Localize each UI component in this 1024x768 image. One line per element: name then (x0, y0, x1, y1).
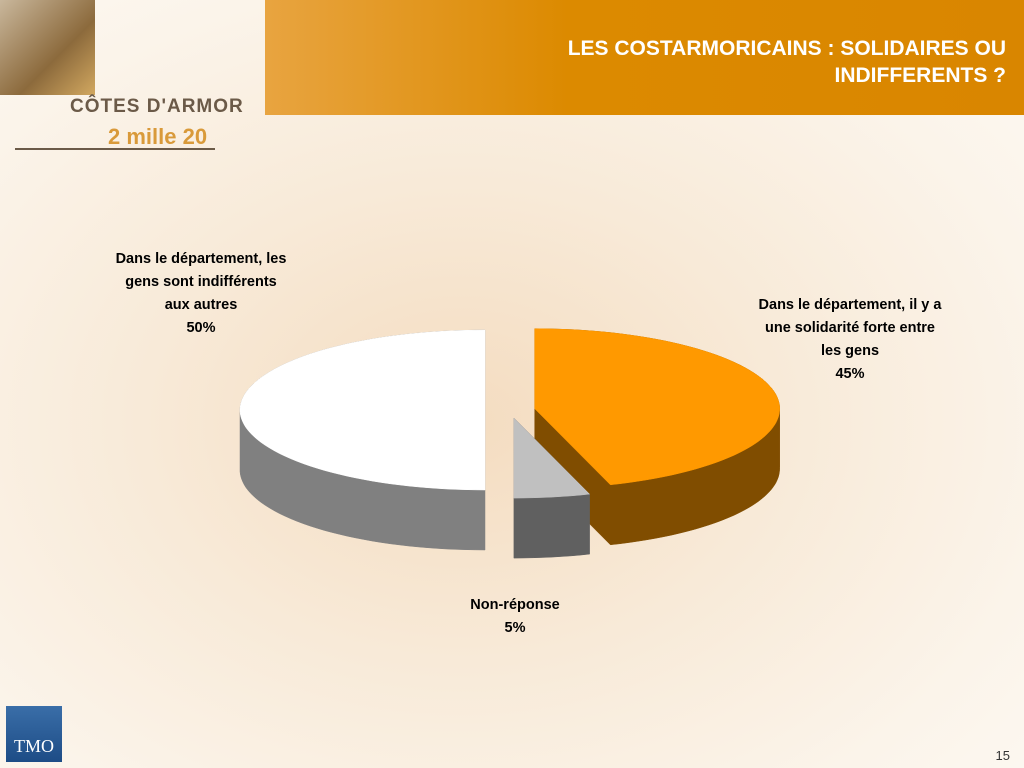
value-label: 5% (504, 620, 526, 636)
category-label: Non-réponse (470, 597, 560, 613)
slice (239, 329, 486, 491)
data-label: Dans le département, il y a une solidari… (755, 294, 945, 386)
page-number: 15 (995, 748, 1010, 763)
slice (513, 417, 591, 499)
data-label: Non-réponse 5% (440, 594, 590, 640)
logo-title: CÔTES D'ARMOR (70, 96, 244, 117)
value-label: 45% (835, 366, 865, 382)
category-label: Dans le département, les gens sont indif… (115, 251, 287, 313)
slice (534, 328, 780, 486)
chart-title: LES COSTARMORICAINS : SOLIDAIRES OU INDI… (567, 37, 1006, 87)
logo-photo (0, 0, 95, 95)
category-label: Dans le département, il y a une solidari… (758, 297, 942, 359)
logo-subtitle: 2 mille 20 (108, 124, 208, 149)
value-label: 50% (186, 320, 216, 336)
header-band (265, 0, 1024, 115)
data-label: Dans le département, les gens sont indif… (112, 248, 290, 340)
company-logo: TMO (6, 706, 62, 762)
logo-rule (15, 148, 215, 150)
